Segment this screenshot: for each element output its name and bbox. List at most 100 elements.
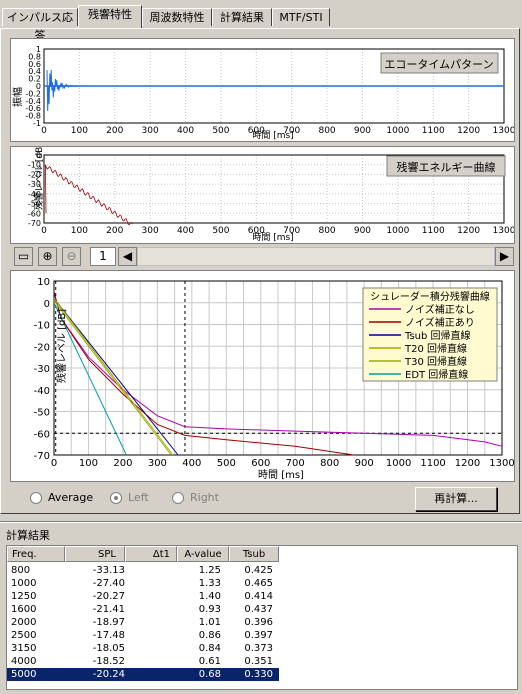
legend-entry: ノイズ補正あり bbox=[405, 316, 475, 329]
x-tick-label: 900 bbox=[355, 458, 374, 469]
table-cell: 0.84 bbox=[198, 643, 221, 654]
table-row[interactable]: 1250 -20.27 1.40 0.414 bbox=[7, 590, 279, 603]
schroeder-chart: 0 100 200 300 400 500 600 700 800 900 1000 1100 1200… bbox=[10, 270, 515, 482]
tab-frequency-response[interactable]: 周波数特性 bbox=[142, 8, 212, 26]
table-cell: 2500 bbox=[11, 630, 37, 641]
y-tick-label: -0.6 bbox=[25, 104, 41, 113]
x-tick-label: 1100 bbox=[420, 458, 445, 469]
col-freq[interactable]: Freq. bbox=[7, 546, 65, 562]
table-row[interactable]: 1000 -27.40 1.33 0.465 bbox=[7, 577, 279, 590]
x-tick-label: 900 bbox=[354, 226, 371, 236]
table-cell: 5000 bbox=[11, 669, 37, 680]
col-a-value[interactable]: A-value bbox=[177, 546, 229, 562]
table-cell: -17.48 bbox=[92, 630, 125, 641]
x-tick-label: 200 bbox=[106, 126, 123, 136]
table-cell: 0.396 bbox=[244, 617, 273, 628]
y-tick-label: 1 bbox=[36, 45, 41, 54]
table-row[interactable]: 3150 -18.05 0.84 0.373 bbox=[7, 642, 279, 655]
x-tick-label: 300 bbox=[148, 458, 167, 469]
x-tick-label: 1200 bbox=[457, 226, 480, 236]
zoom-in-icon[interactable]: ⊕ bbox=[38, 247, 57, 266]
x-tick-label: 0 bbox=[41, 226, 47, 236]
scroll-left-button[interactable]: ◀ bbox=[118, 247, 137, 266]
tab-impulse-response[interactable]: インパルス応答 bbox=[2, 8, 78, 42]
table-cell: 0.330 bbox=[244, 669, 273, 680]
x-tick-label: 1300 bbox=[489, 458, 514, 469]
schroeder-chart-svg: 0 100 200 300 400 500 600 700 800 900 1000 1100 1200… bbox=[34, 277, 515, 481]
tab-calculation-results[interactable]: 計算結果 bbox=[212, 8, 272, 26]
divider bbox=[0, 521, 522, 523]
col-tsub[interactable]: Tsub bbox=[229, 546, 279, 562]
x-tick-label: 500 bbox=[217, 458, 236, 469]
fit-view-icon[interactable]: ▭ bbox=[14, 247, 33, 266]
table-cell: 0.437 bbox=[244, 604, 273, 615]
table-row[interactable]: 5000 -20.24 0.68 0.330 bbox=[7, 668, 279, 681]
table-row[interactable]: 2000 -18.97 1.01 0.396 bbox=[7, 616, 279, 629]
right-radio[interactable]: Right bbox=[172, 491, 219, 504]
legend-entry: T30 回帰直線 bbox=[404, 355, 467, 368]
edt-regression-line bbox=[53, 302, 127, 456]
x-tick-label: 1000 bbox=[386, 126, 409, 136]
radio-circle bbox=[30, 492, 42, 504]
results-table[interactable]: Freq. SPL Δt1 A-value Tsub 800 -33.13 1.25… bbox=[6, 545, 518, 690]
plot-frame bbox=[53, 280, 503, 456]
chart3-xlabel: 時間 [ms] bbox=[258, 469, 304, 481]
chart1-legend: エコータイムパターン bbox=[384, 58, 493, 71]
table-header: Freq. SPL Δt1 A-value Tsub bbox=[7, 546, 517, 562]
x-tick-label: 200 bbox=[106, 226, 123, 236]
y-tick-label: 10 bbox=[37, 277, 50, 288]
chart1-legend-box bbox=[380, 52, 499, 74]
col-spl[interactable]: SPL bbox=[65, 546, 125, 562]
table-cell: -33.13 bbox=[92, 565, 125, 576]
x-tick-label: 1100 bbox=[422, 226, 445, 236]
table-cell: -18.52 bbox=[92, 656, 125, 667]
y-tick-label: 0.6 bbox=[28, 60, 41, 69]
x-tick-label: 1000 bbox=[386, 458, 411, 469]
radio-circle bbox=[172, 492, 184, 504]
table-row[interactable]: 2500 -17.48 0.86 0.397 bbox=[7, 629, 279, 642]
table-row[interactable]: 1600 -21.41 0.93 0.437 bbox=[7, 603, 279, 616]
x-tick-label: 700 bbox=[283, 126, 300, 136]
y-tick-label: -0.4 bbox=[25, 97, 41, 106]
x-tick-label: 700 bbox=[286, 458, 305, 469]
scroll-right-button[interactable]: ▶ bbox=[495, 247, 514, 266]
tab-reverberation[interactable]: 残響特性 bbox=[78, 5, 142, 28]
zoom-out-icon[interactable]: ⊖ bbox=[62, 247, 81, 266]
y-tick-label: 0.8 bbox=[28, 52, 41, 61]
energy-chart-svg: 0 100 200 300 400 500 600 700 800 900 1000 1100 1200… bbox=[28, 143, 516, 243]
col-dt1[interactable]: Δt1 bbox=[125, 546, 177, 562]
legend-entry: EDT 回帰直線 bbox=[405, 368, 468, 381]
table-cell: 2000 bbox=[11, 617, 37, 628]
tab-panel bbox=[0, 28, 520, 514]
x-tick-label: 0 bbox=[41, 126, 47, 136]
x-tick-label: 800 bbox=[320, 458, 339, 469]
tab-mtf-sti[interactable]: MTF/STI bbox=[272, 8, 330, 26]
table-cell: -20.27 bbox=[92, 591, 125, 602]
page-number-field[interactable]: 1 bbox=[90, 247, 116, 266]
chart3-ylabel: 残響レベル [dB] bbox=[55, 309, 68, 383]
scrollbar-track[interactable] bbox=[137, 247, 495, 266]
x-tick-label: 100 bbox=[79, 458, 98, 469]
chart2-legend-box bbox=[386, 155, 506, 177]
average-radio[interactable]: Average bbox=[30, 491, 93, 504]
y-tick-label: -60 bbox=[28, 209, 41, 218]
table-cell: 0.93 bbox=[198, 604, 221, 615]
table-cell: 0.414 bbox=[244, 591, 273, 602]
x-tick-label: 0 bbox=[51, 458, 57, 469]
recalculate-button[interactable]: 再計算... bbox=[415, 487, 497, 511]
left-radio[interactable]: Left bbox=[110, 491, 149, 504]
chart-toolbar: ▭ ⊕ ⊖ 1 ◀ ▶ bbox=[10, 246, 515, 268]
table-cell: 1.40 bbox=[198, 591, 221, 602]
table-row[interactable]: 800 -33.13 1.25 0.425 bbox=[7, 564, 279, 577]
table-row[interactable]: 4000 -18.52 0.61 0.351 bbox=[7, 655, 279, 668]
y-tick-label: -40 bbox=[28, 190, 41, 199]
table-cell: -27.40 bbox=[92, 578, 125, 589]
x-tick-label: 800 bbox=[318, 126, 335, 136]
chart1-ylabel: 振幅 bbox=[11, 87, 24, 107]
table-cell: 4000 bbox=[11, 656, 37, 667]
table-cell: 0.465 bbox=[244, 578, 273, 589]
t30-regression-line bbox=[53, 300, 172, 456]
echo-signal bbox=[46, 69, 89, 112]
y-tick-label: -0.8 bbox=[25, 112, 41, 121]
table-cell: 800 bbox=[11, 565, 31, 576]
